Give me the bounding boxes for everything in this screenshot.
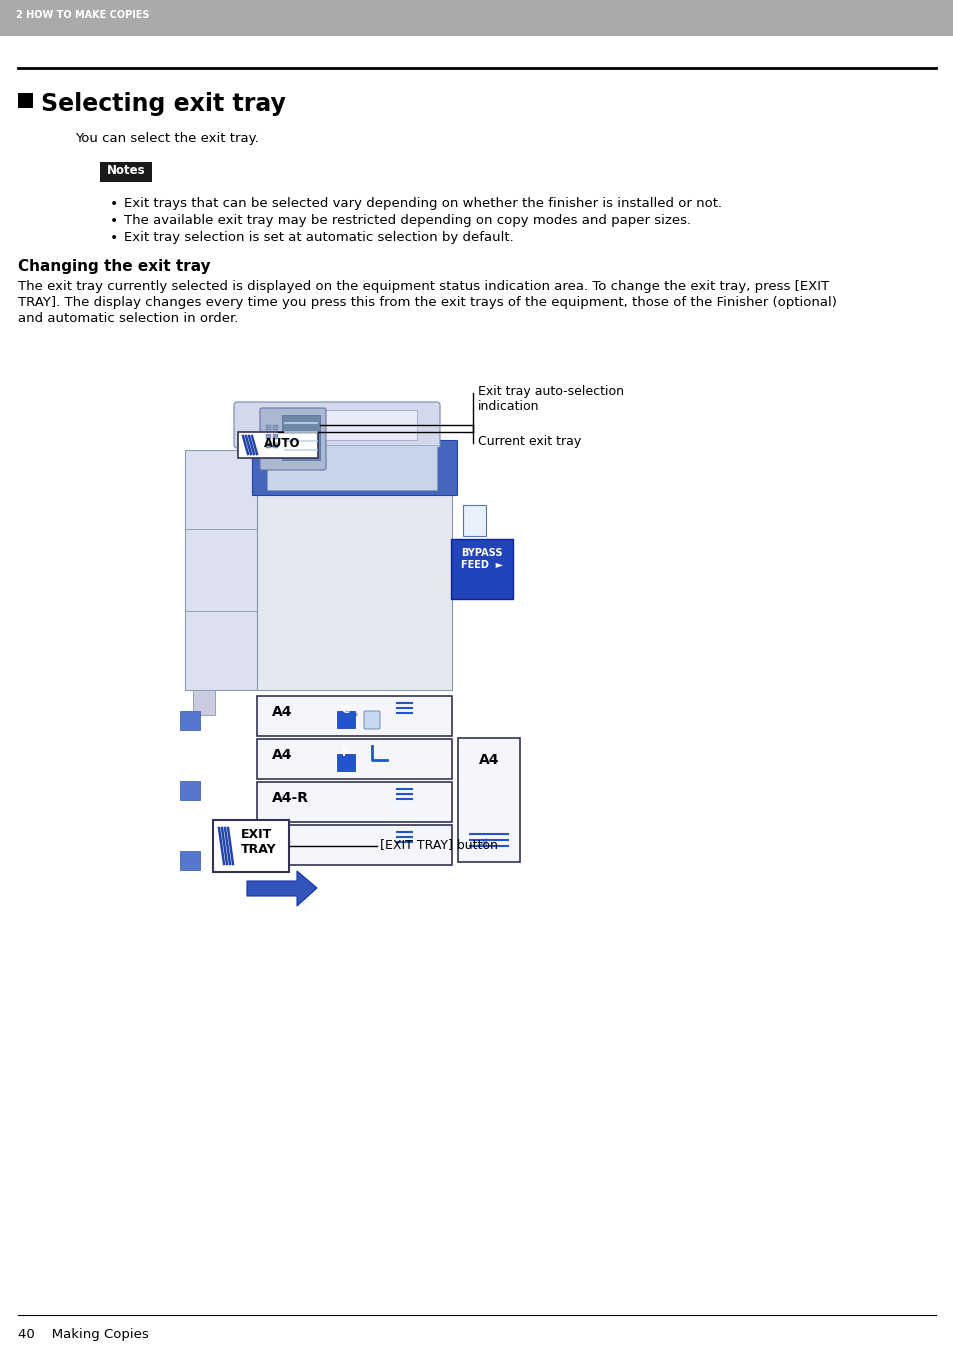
Bar xyxy=(273,443,277,449)
Text: C: C xyxy=(341,705,350,715)
Text: Changing the exit tray: Changing the exit tray xyxy=(18,259,211,274)
Bar xyxy=(273,434,277,439)
Bar xyxy=(237,432,317,458)
Bar xyxy=(276,409,416,440)
Bar xyxy=(256,739,452,780)
FancyBboxPatch shape xyxy=(260,408,326,470)
Text: [EXIT TRAY] button: [EXIT TRAY] button xyxy=(379,838,497,851)
Bar xyxy=(282,415,319,459)
Text: The available exit tray may be restricted depending on copy modes and paper size: The available exit tray may be restricte… xyxy=(124,213,690,227)
Bar xyxy=(213,820,289,871)
Text: Current exit tray: Current exit tray xyxy=(477,435,580,449)
Text: Exit tray auto-selection
indication: Exit tray auto-selection indication xyxy=(477,385,623,413)
Bar xyxy=(256,696,452,736)
Bar xyxy=(457,738,519,862)
Text: F: F xyxy=(342,748,350,758)
Bar xyxy=(336,754,355,771)
Text: A4: A4 xyxy=(272,748,293,762)
Polygon shape xyxy=(247,871,316,907)
FancyBboxPatch shape xyxy=(463,504,486,535)
Bar xyxy=(266,443,271,449)
Text: The exit tray currently selected is displayed on the equipment status indication: The exit tray currently selected is disp… xyxy=(18,280,828,293)
Text: Notes: Notes xyxy=(107,163,145,177)
Text: 40    Making Copies: 40 Making Copies xyxy=(18,1328,149,1342)
Text: and automatic selection in order.: and automatic selection in order. xyxy=(18,312,238,326)
Text: BYPASS
FEED  ►: BYPASS FEED ► xyxy=(460,549,502,570)
Text: ₂: ₂ xyxy=(355,711,357,717)
Polygon shape xyxy=(180,781,200,800)
Bar xyxy=(185,450,256,690)
Text: 2 HOW TO MAKE COPIES: 2 HOW TO MAKE COPIES xyxy=(16,9,150,20)
FancyBboxPatch shape xyxy=(364,711,379,730)
Bar xyxy=(252,440,456,494)
Text: Exit tray selection is set at automatic selection by default.: Exit tray selection is set at automatic … xyxy=(124,231,514,245)
Text: EXIT
TRAY: EXIT TRAY xyxy=(241,828,276,857)
Polygon shape xyxy=(477,838,485,846)
Bar xyxy=(18,93,33,108)
Text: A4-R: A4-R xyxy=(272,790,309,805)
Bar xyxy=(266,434,271,439)
Bar xyxy=(256,782,452,821)
Bar xyxy=(256,825,452,865)
Polygon shape xyxy=(180,711,200,730)
Bar xyxy=(0,0,953,36)
Text: •: • xyxy=(110,213,118,228)
Text: AUTO: AUTO xyxy=(264,436,300,450)
Bar xyxy=(267,444,436,490)
Text: •: • xyxy=(110,197,118,211)
Text: Selecting exit tray: Selecting exit tray xyxy=(41,92,286,116)
Bar xyxy=(256,480,452,690)
Text: You can select the exit tray.: You can select the exit tray. xyxy=(75,132,258,145)
Bar xyxy=(266,426,271,430)
Polygon shape xyxy=(180,851,200,870)
FancyBboxPatch shape xyxy=(451,539,513,598)
Bar xyxy=(193,690,214,715)
Bar xyxy=(273,426,277,430)
Text: Exit trays that can be selected vary depending on whether the finisher is instal: Exit trays that can be selected vary dep… xyxy=(124,197,721,209)
Bar xyxy=(100,162,152,182)
Text: •: • xyxy=(110,231,118,245)
Text: A4: A4 xyxy=(478,753,498,767)
FancyBboxPatch shape xyxy=(233,403,439,449)
Text: A4: A4 xyxy=(272,705,293,719)
Text: A3: A3 xyxy=(272,834,292,848)
Bar xyxy=(336,711,355,728)
Text: TRAY]. The display changes every time you press this from the exit trays of the : TRAY]. The display changes every time yo… xyxy=(18,296,836,309)
